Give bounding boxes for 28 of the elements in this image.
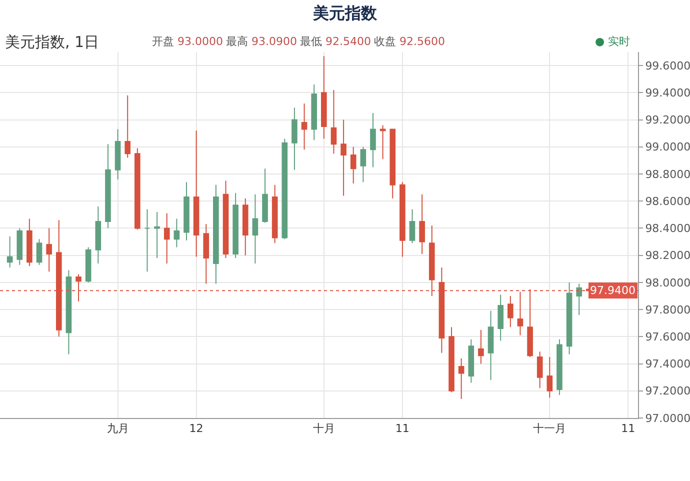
x-tick-label: 十一月 — [533, 422, 566, 436]
y-tick-label: 98.4000 — [645, 222, 690, 236]
y-tick-label: 99.0000 — [645, 140, 690, 154]
y-tick-label: 98.0000 — [645, 276, 690, 290]
y-tick-label: 97.0000 — [645, 412, 690, 425]
text: 开盘 93.0000 — [152, 35, 223, 48]
text: 最高 93.0900 — [226, 35, 297, 48]
y-tick-label: 99.6000 — [645, 59, 690, 72]
y-tick-label: 97.2000 — [645, 384, 690, 398]
y-tick-label: 98.8000 — [645, 168, 690, 181]
x-tick-label: 12 — [189, 422, 204, 436]
text: 最低 92.5400 — [300, 35, 371, 48]
x-tick-label: 11 — [621, 422, 636, 436]
y-tick-label: 98.6000 — [645, 194, 690, 208]
chart-subtitle: 美元指数, 1日 — [5, 33, 100, 51]
chart-title: 美元指数 — [312, 4, 378, 23]
text: 收盘 92.5600 — [374, 35, 445, 48]
y-tick-label: 99.2000 — [645, 114, 690, 127]
y-tick-label: 97.6000 — [645, 330, 690, 344]
y-tick-label: 97.8000 — [645, 303, 690, 316]
ref-line-label: 97.9400 — [590, 284, 636, 297]
y-tick-label: 99.4000 — [645, 86, 690, 100]
x-tick-label: 11 — [395, 422, 410, 436]
y-tick-label: 97.4000 — [645, 358, 690, 371]
x-tick-label: 九月 — [106, 422, 129, 436]
y-tick-label: 98.2000 — [645, 249, 690, 262]
text: ● 实时 — [595, 35, 630, 48]
x-tick-label: 十月 — [312, 422, 335, 436]
